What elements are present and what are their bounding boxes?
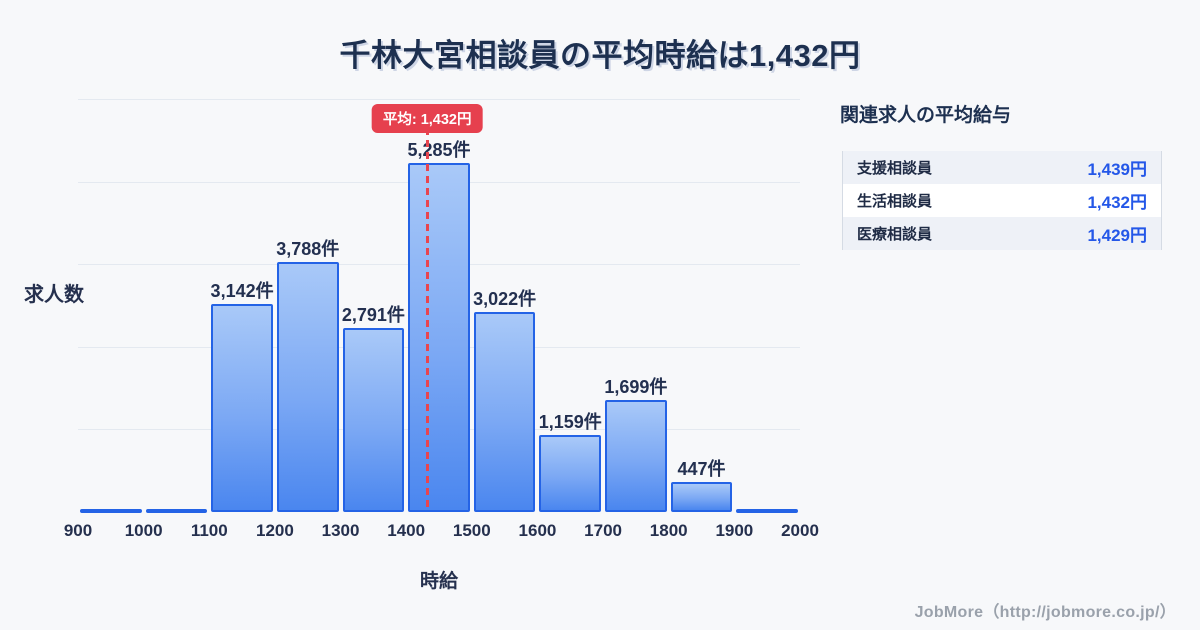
related-job-label: 支援相談員 <box>857 160 933 177</box>
bar-value-label: 1,699件 <box>604 376 668 397</box>
bar-value-label: 447件 <box>677 459 726 480</box>
x-tick-label: 1000 <box>124 521 163 540</box>
x-tick-label: 2000 <box>781 521 819 540</box>
related-job-row: 医療相談員 1,429円 <box>843 217 1161 250</box>
histogram-bar <box>473 312 536 512</box>
x-tick-label: 900 <box>63 521 93 540</box>
bar-value-label: 3,788件 <box>276 238 340 259</box>
x-axis-label: 時給 <box>419 571 458 592</box>
related-job-value: 1,429円 <box>1087 226 1147 245</box>
related-job-label: 医療相談員 <box>857 226 933 243</box>
histogram-bar <box>145 508 208 513</box>
bar-value-label: 3,142件 <box>210 281 274 302</box>
related-job-label: 生活相談員 <box>857 193 933 210</box>
page-title: 千林大宮相談員の平均時給は1,432円 <box>339 38 861 73</box>
bar-value-label: 1,159件 <box>538 412 602 433</box>
x-tick-label: 1200 <box>255 521 294 540</box>
x-tick-label: 1600 <box>518 521 557 540</box>
x-tick-label: 1100 <box>190 521 228 540</box>
x-tick-label: 1900 <box>715 521 754 540</box>
bar-value-label: 3,022件 <box>473 289 537 310</box>
histogram-bar <box>211 304 273 512</box>
x-tick-label: 1300 <box>321 521 360 540</box>
histogram-bar <box>80 508 142 513</box>
x-tick-label: 1500 <box>452 521 491 540</box>
histogram-bar <box>408 162 470 512</box>
x-tick-label: 1800 <box>649 521 688 540</box>
histogram-bar <box>605 399 667 512</box>
x-tick-label: 1400 <box>387 521 426 540</box>
related-jobs-panel: 関連求人の平均給与 支援相談員 1,439円生活相談員 1,432円医療相談員 1,4… <box>840 100 1164 250</box>
related-jobs-heading: 関連求人の平均給与 <box>840 105 1012 126</box>
gridline <box>78 99 800 100</box>
related-job-row: 支援相談員 1,439円 <box>843 151 1161 184</box>
average-badge: 平均: 1,432円 <box>371 104 483 133</box>
histogram-bar <box>670 482 733 512</box>
histogram-bar <box>539 435 602 512</box>
related-job-value: 1,439円 <box>1087 160 1147 179</box>
x-tick-label: 1700 <box>584 521 622 540</box>
bar-value-label: 5,285件 <box>407 139 471 160</box>
histogram-bar <box>276 261 339 512</box>
related-jobs-list: 支援相談員 1,439円生活相談員 1,432円医療相談員 1,429円 <box>842 151 1162 250</box>
average-line <box>425 128 429 512</box>
y-axis-label: 求人数 <box>24 284 84 306</box>
histogram-bar <box>342 327 405 512</box>
source-credit: JobMore（http://jobmore.co.jp/） <box>914 604 1176 621</box>
histogram-bar <box>736 508 798 513</box>
bar-value-label: 2,791件 <box>341 304 405 325</box>
related-job-value: 1,432円 <box>1087 193 1147 212</box>
related-job-row: 生活相談員 1,432円 <box>843 184 1161 217</box>
